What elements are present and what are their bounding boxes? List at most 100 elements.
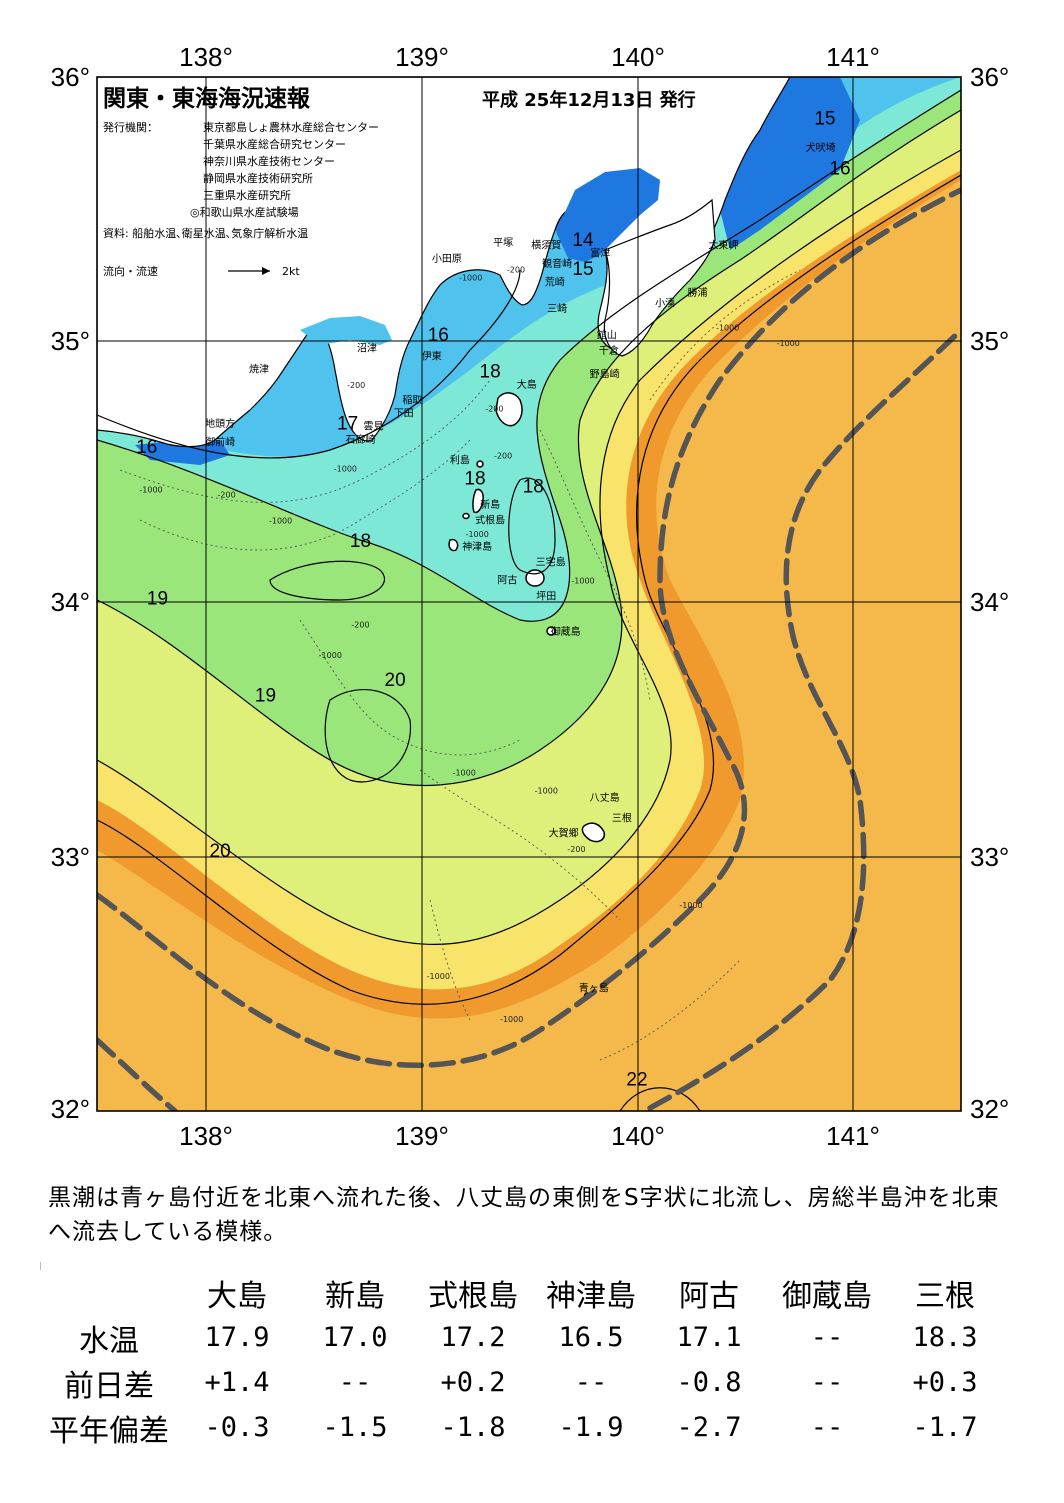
depth-label: -1000 bbox=[459, 273, 482, 282]
place-name: 大島 bbox=[517, 378, 537, 391]
lat-label-right: 32° bbox=[970, 1094, 1009, 1124]
depth-label: -1000 bbox=[334, 465, 357, 474]
issuer-2: 千葉県水産総合研究センター bbox=[203, 137, 346, 151]
table-row: 平年偏差 -0.3 -1.5 -1.8 -1.9 -2.7 -- -1.7 bbox=[40, 1405, 1004, 1450]
place-name: 富津 bbox=[590, 247, 610, 260]
lat-label-right: 34° bbox=[970, 587, 1009, 617]
table-cell: 17.1 bbox=[676, 1322, 742, 1353]
lon-label-bottom: 140° bbox=[611, 1121, 665, 1151]
kozushima-island bbox=[448, 538, 459, 552]
issuer-5: 三重県水産研究所 bbox=[203, 188, 291, 202]
issue-date: 平成 25年12月13日 発行 bbox=[482, 89, 696, 111]
isotherm-label: 15 bbox=[814, 109, 835, 130]
table-cell: -1.7 bbox=[912, 1412, 978, 1443]
place-name: 大賀郷 bbox=[549, 827, 579, 840]
depth-label: -200 bbox=[494, 452, 512, 461]
lon-label-top: 141° bbox=[826, 42, 880, 72]
map-title: 関東・東海海況速報 bbox=[103, 85, 311, 112]
depth-label: -1000 bbox=[716, 323, 739, 332]
table-cell: -- bbox=[338, 1367, 372, 1398]
lat-label-right: 33° bbox=[970, 842, 1009, 872]
lon-label-bottom: 139° bbox=[395, 1121, 449, 1151]
depth-contours bbox=[119, 269, 801, 1061]
isotherm-label: 18 bbox=[523, 476, 544, 497]
place-name: 小湊 bbox=[655, 297, 675, 310]
isotherm-label: 19 bbox=[255, 686, 276, 707]
table-cell: -1.8 bbox=[440, 1412, 506, 1443]
place-name: 下田 bbox=[394, 409, 414, 420]
hachijojima-island bbox=[581, 822, 606, 843]
current-legend-label: 流向・流速 bbox=[103, 264, 158, 278]
depth-label: -200 bbox=[218, 491, 236, 500]
depth-label: -200 bbox=[507, 265, 525, 274]
graticule bbox=[96, 76, 962, 1112]
table-cell: 16.5 bbox=[558, 1322, 624, 1353]
isotherm-label: 18 bbox=[350, 531, 371, 552]
place-name: 野島崎 bbox=[590, 368, 620, 381]
lat-label-left: 32° bbox=[51, 1094, 90, 1124]
data-sources: 資料: 船舶水温､衛星水温､気象庁解析水温 bbox=[103, 226, 308, 240]
col-header: 御蔵島 bbox=[782, 1278, 872, 1314]
kuroshio-branch-axis bbox=[97, 1037, 178, 1111]
lat-label-right: 36° bbox=[970, 62, 1009, 92]
tokyo-bay bbox=[556, 168, 660, 262]
isotherm-label: 16 bbox=[428, 325, 449, 346]
isotherm-label: 15 bbox=[572, 259, 593, 280]
table-cell: 17.2 bbox=[440, 1322, 506, 1353]
lon-label-bottom: 138° bbox=[179, 1121, 233, 1151]
isotherm-label: 18 bbox=[480, 362, 501, 383]
kuroshio-axis bbox=[97, 187, 961, 1111]
depth-label: -1000 bbox=[535, 786, 558, 795]
isotherm-lines bbox=[97, 89, 961, 1111]
table-cell: -0.8 bbox=[676, 1367, 742, 1398]
place-name: 三崎 bbox=[547, 302, 567, 315]
table-cell: +0.2 bbox=[440, 1367, 506, 1398]
col-header: 神津島 bbox=[546, 1278, 636, 1314]
isotherm-label: 18 bbox=[464, 469, 485, 490]
kuroshio-main-axis bbox=[97, 187, 961, 1068]
place-name: 千倉 bbox=[599, 344, 619, 357]
issuer-6: ◎和歌山県水産試験場 bbox=[190, 205, 299, 219]
place-name: 勝浦 bbox=[688, 286, 708, 299]
place-name: 新島 bbox=[480, 498, 500, 511]
depth-label: -1000 bbox=[453, 768, 476, 777]
table-cell: -- bbox=[574, 1367, 608, 1398]
map-header: 関東・東海海況速報 平成 25年12月13日 発行 発行機関： 東京都島しょ農林… bbox=[103, 85, 696, 278]
axis-labels: 138° 139° 140° 141° 138° 139° 140° 141° … bbox=[51, 42, 1010, 1151]
depth-label: -1000 bbox=[571, 577, 594, 586]
place-name: 荒崎 bbox=[545, 276, 565, 289]
depth-label: -200 bbox=[567, 845, 585, 854]
table-cell: -1.5 bbox=[322, 1412, 388, 1443]
lon-label-top: 139° bbox=[395, 42, 449, 72]
sea-condition-map: 138° 139° 140° 141° 138° 139° 140° 141° … bbox=[51, 42, 1010, 1151]
depth-label: -200 bbox=[347, 381, 365, 390]
place-name: 三宅島 bbox=[536, 556, 566, 569]
isotherm-label: 14 bbox=[572, 230, 594, 251]
observation-table: 大島 新島 式根島 神津島 阿古 御蔵島 三根 水温 17.9 17.0 17.2 16… bbox=[40, 1270, 1004, 1450]
isotherm-label: 22 bbox=[626, 1070, 647, 1091]
place-name: 御蔵島 bbox=[551, 625, 581, 638]
mikurajima-island bbox=[546, 626, 556, 636]
table-cell: -- bbox=[810, 1412, 844, 1443]
table-cell: -- bbox=[810, 1322, 844, 1353]
depth-label: -1000 bbox=[427, 972, 450, 981]
place-name: 小田原 bbox=[432, 253, 462, 265]
col-header: 新島 bbox=[325, 1278, 385, 1314]
depth-label: -200 bbox=[351, 621, 369, 630]
isotherm-label: 16 bbox=[829, 159, 850, 180]
depth-label: -1000 bbox=[500, 1015, 523, 1024]
issuer-3: 神奈川県水産技術センター bbox=[203, 154, 335, 168]
place-name: 地頭方 bbox=[205, 417, 235, 430]
table-header-row: 大島 新島 式根島 神津島 阿古 御蔵島 三根 bbox=[40, 1270, 1004, 1315]
row-label: 水温 bbox=[79, 1323, 139, 1359]
table-row: 前日差 +1.4 -- +0.2 -- -0.8 -- +0.3 bbox=[40, 1360, 1004, 1405]
isotherm-label: 19 bbox=[147, 589, 168, 610]
col-header: 式根島 bbox=[428, 1278, 518, 1314]
place-name: 御前崎 bbox=[205, 435, 235, 448]
isotherm-label: 16 bbox=[136, 437, 157, 458]
place-name: 三根 bbox=[612, 811, 632, 824]
place-name: 稲取 bbox=[402, 395, 422, 407]
table-cell: -1.9 bbox=[558, 1412, 624, 1443]
place-name: 八丈島 bbox=[590, 791, 620, 804]
place-name: 横須賀 bbox=[531, 239, 561, 252]
